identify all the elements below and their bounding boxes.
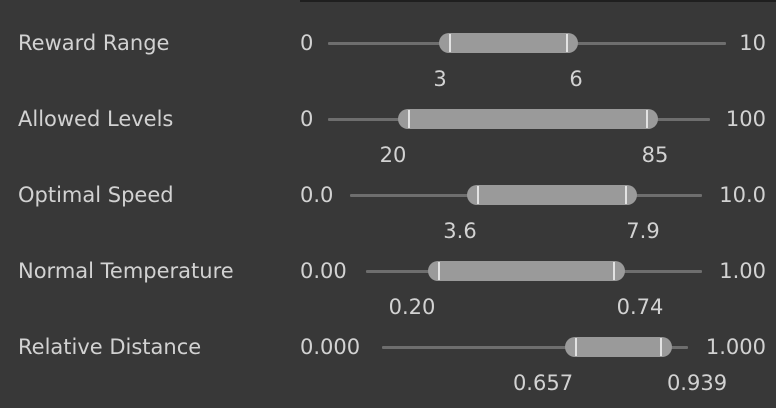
low-value-label: 3 xyxy=(433,67,447,91)
minmax-slider-reward-range: Reward Range 0 10 3 6 xyxy=(0,0,776,91)
range-min-label: 0.0 xyxy=(300,183,334,207)
range-max-label: 1.00 xyxy=(719,259,766,283)
slider-range-thumb[interactable] xyxy=(565,337,672,357)
low-value-label: 0.20 xyxy=(388,295,436,319)
high-value-label: 6 xyxy=(569,67,583,91)
min-handle[interactable] xyxy=(575,338,577,356)
high-value-label: 7.9 xyxy=(626,219,660,243)
minmax-slider-optimal-speed: Optimal Speed 0.0 10.0 3.6 7.9 xyxy=(0,152,776,243)
low-value-label: 20 xyxy=(379,143,407,167)
slider-label: Relative Distance xyxy=(18,335,202,359)
range-min-label: 0.000 xyxy=(300,335,361,359)
slider-label: Reward Range xyxy=(18,31,170,55)
field-top-border xyxy=(300,0,776,2)
high-value-label: 0.74 xyxy=(616,295,664,319)
slider-range-thumb[interactable] xyxy=(398,109,658,129)
max-handle[interactable] xyxy=(660,338,662,356)
slider-range-thumb[interactable] xyxy=(428,261,625,281)
high-value-label: 85 xyxy=(641,143,669,167)
range-max-label: 10.0 xyxy=(719,183,766,207)
slider-range-thumb[interactable] xyxy=(467,185,637,205)
slider-label: Allowed Levels xyxy=(18,107,174,131)
min-handle[interactable] xyxy=(408,110,410,128)
range-max-label: 1.000 xyxy=(705,335,766,359)
range-max-label: 10 xyxy=(739,31,766,55)
slider-range-thumb[interactable] xyxy=(439,33,578,53)
minmax-slider-allowed-levels: Allowed Levels 0 100 20 85 xyxy=(0,76,776,167)
high-value-label: 0.939 xyxy=(666,371,728,395)
low-value-label: 3.6 xyxy=(443,219,477,243)
max-handle[interactable] xyxy=(613,262,615,280)
min-handle[interactable] xyxy=(449,34,451,52)
minmax-slider-normal-temperature: Normal Temperature 0.00 1.00 0.20 0.74 xyxy=(0,228,776,319)
max-handle[interactable] xyxy=(646,110,648,128)
min-handle[interactable] xyxy=(477,186,479,204)
max-handle[interactable] xyxy=(566,34,568,52)
low-value-label: 0.657 xyxy=(512,371,574,395)
slider-label: Optimal Speed xyxy=(18,183,174,207)
range-min-label: 0 xyxy=(300,107,314,131)
range-max-label: 100 xyxy=(725,107,766,131)
range-min-label: 0 xyxy=(300,31,314,55)
min-handle[interactable] xyxy=(438,262,440,280)
slider-track[interactable] xyxy=(382,346,688,349)
minmax-slider-relative-distance: Relative Distance 0.000 1.000 0.657 0.93… xyxy=(0,304,776,395)
range-min-label: 0.00 xyxy=(300,259,347,283)
max-handle[interactable] xyxy=(625,186,627,204)
slider-label: Normal Temperature xyxy=(18,259,234,283)
